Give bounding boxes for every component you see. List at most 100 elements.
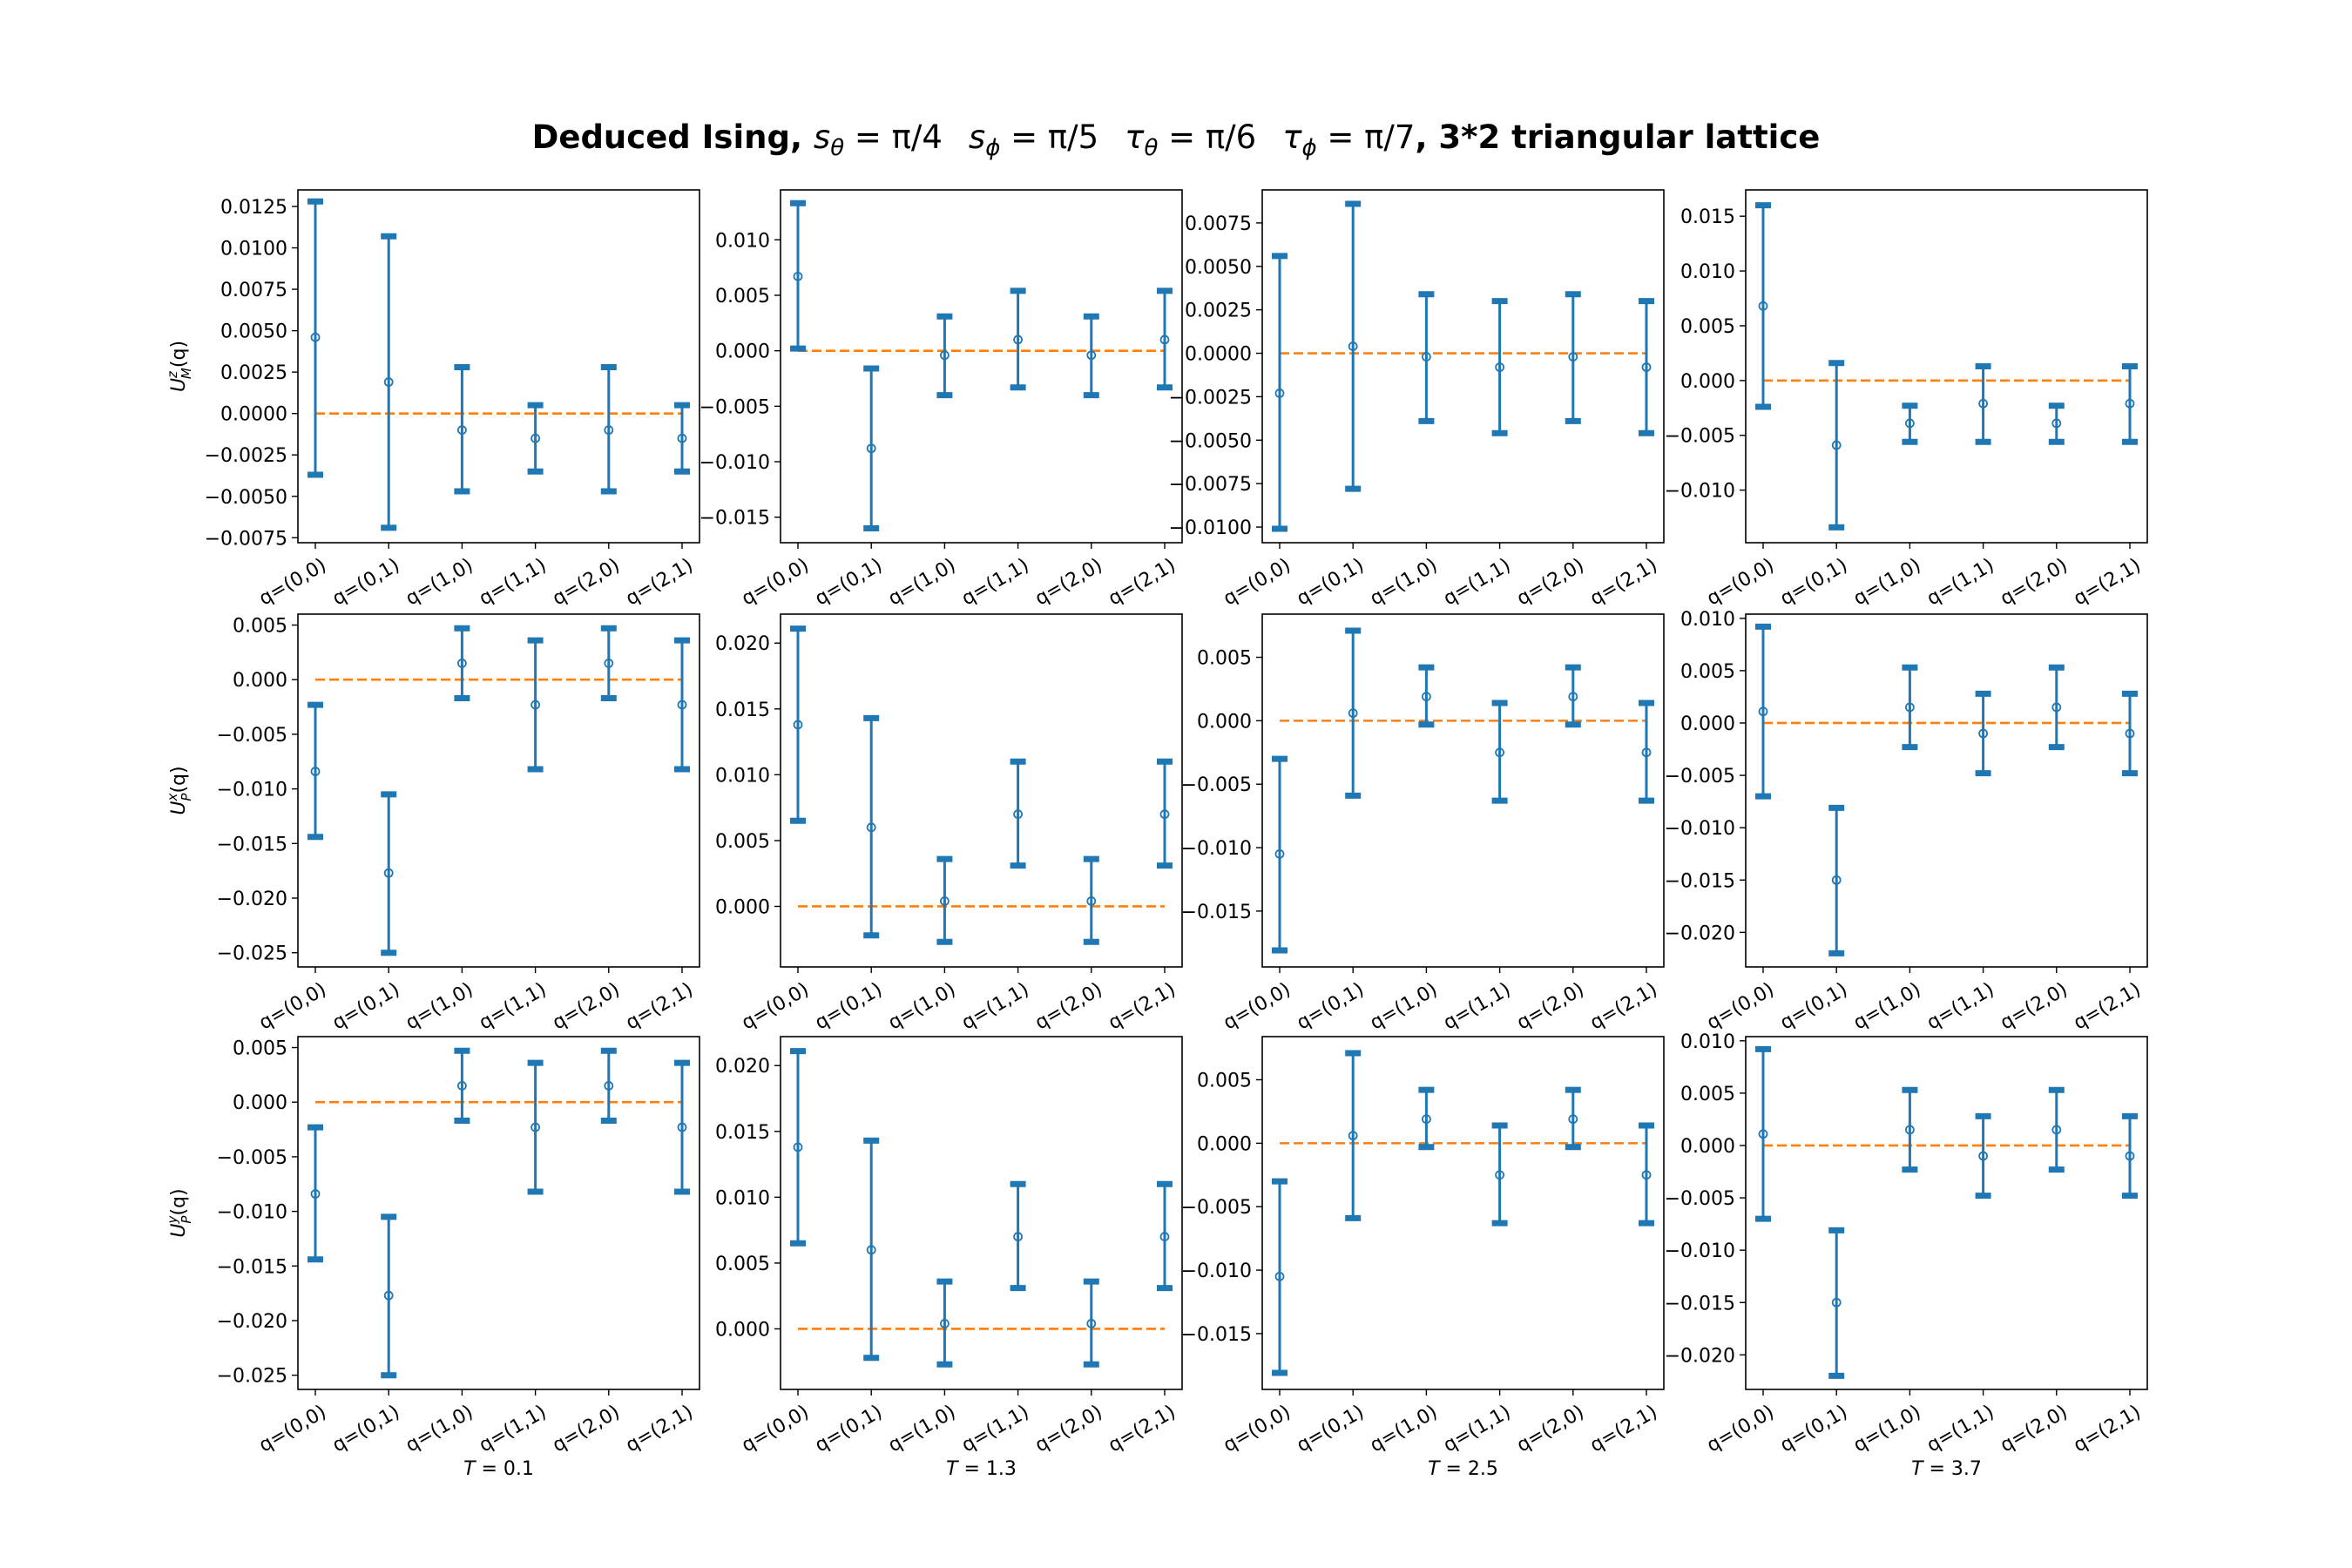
data-point [1758, 301, 1768, 311]
data-point [1159, 1232, 1170, 1242]
data-point [1422, 352, 1431, 362]
y-axis-label: UzM(q) [165, 341, 194, 392]
data-point [2051, 1125, 2062, 1135]
y-tick-label: 0.005 [233, 616, 287, 638]
data-point [531, 433, 540, 443]
data-point [457, 1081, 467, 1091]
data-point [1641, 747, 1652, 758]
data-point [383, 868, 394, 878]
y-tick-label: 0.015 [715, 1122, 770, 1144]
data-point [1013, 809, 1023, 820]
axes-frame [297, 1036, 700, 1390]
data-point [940, 1319, 950, 1328]
data-point [677, 700, 687, 710]
data-point [1978, 398, 1989, 409]
data-point [2125, 728, 2135, 739]
y-tick-label: −0.005 [1665, 766, 1735, 787]
axes-frame [297, 189, 700, 544]
y-tick-label: 0.010 [1680, 261, 1735, 283]
y-tick-label: −0.0050 [205, 487, 287, 509]
y-tick-label: −0.015 [1665, 870, 1735, 892]
axes-frame [1261, 1036, 1665, 1390]
data-point [793, 1142, 803, 1152]
y-tick-label: 0.0025 [220, 362, 287, 384]
data-point [1274, 848, 1285, 859]
data-point [1348, 1131, 1358, 1141]
y-tick-label: −0.020 [1665, 923, 1735, 944]
y-tick-label: 0.0100 [220, 239, 287, 260]
y-tick-label: 0.0050 [220, 321, 287, 343]
y-tick-label: −0.005 [1181, 1197, 1252, 1219]
y-tick-label: −0.010 [700, 452, 770, 474]
data-point [383, 377, 394, 387]
axes-frame [780, 613, 1183, 968]
y-tick-label: −0.010 [1665, 1240, 1735, 1262]
y-tick-label: 0.000 [715, 1319, 770, 1341]
axes-frame [1745, 613, 2148, 968]
y-axis-label: UyP(q) [165, 1188, 194, 1237]
data-point [677, 1122, 687, 1132]
y-tick-label: 0.005 [1680, 661, 1735, 683]
y-tick-label: 0.010 [715, 230, 770, 252]
data-point [1495, 747, 1504, 758]
data-point [1641, 362, 1652, 372]
y-tick-label: 0.000 [715, 341, 770, 363]
y-tick-label: 0.010 [715, 1187, 770, 1209]
data-point [604, 659, 614, 668]
y-tick-label: −0.0025 [205, 445, 287, 467]
data-point [531, 700, 540, 710]
y-tick-label: −0.0100 [1169, 517, 1252, 539]
data-point [940, 350, 950, 361]
data-point [1758, 1129, 1768, 1139]
y-tick-label: 0.005 [715, 1254, 770, 1275]
y-tick-label: −0.015 [1181, 1324, 1252, 1346]
y-tick-label: −0.025 [217, 1366, 287, 1388]
y-tick-label: 0.005 [1680, 1084, 1735, 1105]
axes-frame [1745, 189, 2148, 544]
data-point [1568, 352, 1578, 362]
data-point [1013, 1232, 1023, 1242]
y-tick-label: −0.015 [700, 508, 770, 530]
data-point [457, 659, 467, 668]
y-tick-label: 0.000 [715, 896, 770, 918]
y-tick-label: −0.015 [1665, 1293, 1735, 1315]
data-point [940, 896, 950, 906]
y-tick-label: −0.020 [217, 889, 287, 910]
data-point [531, 1122, 540, 1132]
x-axis-label: T = 1.3 [946, 1458, 1017, 1480]
data-point [1978, 728, 1989, 739]
y-tick-label: −0.0050 [1169, 430, 1252, 452]
data-point [1159, 335, 1170, 345]
data-point [1422, 1114, 1431, 1125]
y-tick-label: 0.005 [715, 831, 770, 853]
y-axis-label: UxP(q) [165, 766, 194, 814]
data-point [866, 443, 876, 454]
data-point [1495, 1170, 1504, 1180]
y-tick-label: −0.005 [1181, 774, 1252, 796]
data-point [1086, 1319, 1097, 1328]
y-tick-label: 0.000 [1197, 711, 1252, 733]
y-tick-label: 0.010 [715, 765, 770, 787]
data-point [604, 425, 614, 436]
y-tick-label: 0.0000 [220, 404, 287, 426]
data-point [1422, 692, 1431, 702]
data-point [1274, 389, 1285, 398]
data-point [1086, 350, 1097, 361]
data-point [1641, 1170, 1652, 1180]
y-tick-label: 0.005 [1197, 1071, 1252, 1092]
data-point [1978, 1151, 1989, 1161]
y-tick-label: −0.010 [217, 1202, 287, 1224]
y-tick-label: 0.005 [715, 286, 770, 308]
data-point [1086, 896, 1097, 906]
data-point [1831, 875, 1842, 885]
y-tick-label: −0.015 [217, 834, 287, 855]
data-point [866, 1245, 876, 1255]
y-tick-label: 0.000 [233, 1092, 287, 1114]
y-tick-label: 0.000 [1197, 1133, 1252, 1155]
data-point [793, 271, 803, 281]
axes-frame [1261, 189, 1665, 544]
y-tick-label: 0.000 [1680, 1136, 1735, 1158]
y-tick-label: 0.0000 [1185, 344, 1252, 366]
y-tick-label: −0.015 [1181, 902, 1252, 923]
